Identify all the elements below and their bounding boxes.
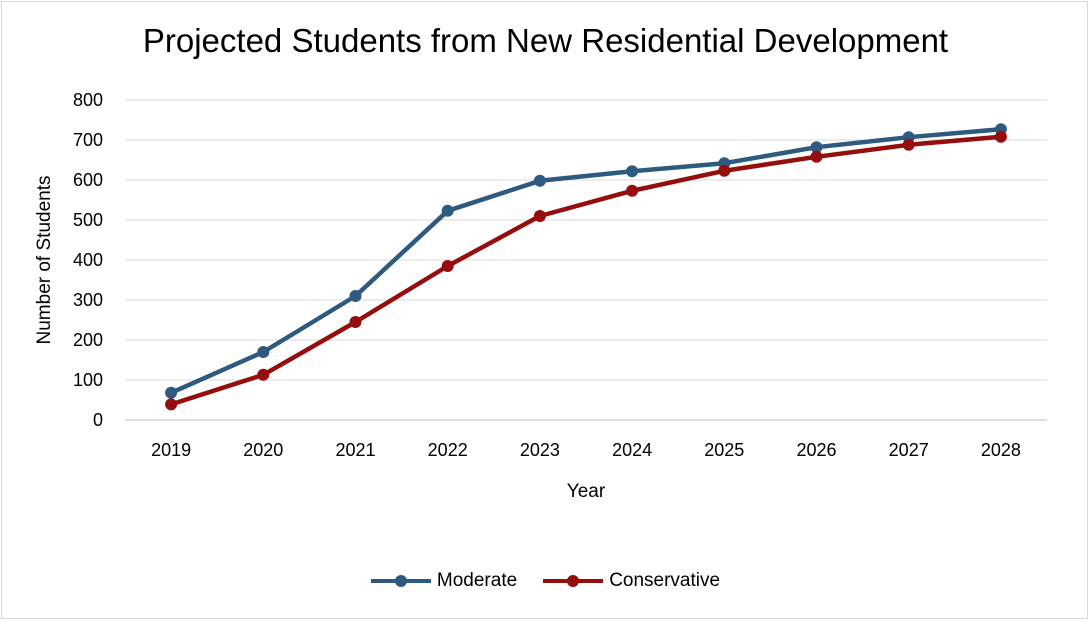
- x-tick-label: 2027: [889, 440, 929, 460]
- y-tick-label: 800: [73, 90, 103, 110]
- y-tick-label: 300: [73, 290, 103, 310]
- y-tick-label: 600: [73, 170, 103, 190]
- x-tick-labels: 2019 2020 2021 2022 2023 2024 2025 2026 2027 2028: [151, 440, 1021, 460]
- legend-item-moderate: Moderate: [370, 570, 518, 592]
- data-point-conservative: [902, 138, 915, 151]
- y-tick-label: 500: [73, 210, 103, 230]
- legend-label-moderate: Moderate: [436, 570, 518, 591]
- series-line-conservative: [170, 134, 1002, 407]
- y-tick-label: 400: [73, 250, 103, 270]
- x-tick-label: 2022: [428, 440, 468, 460]
- data-point-conservative: [441, 260, 454, 272]
- legend-item-conservative: Conservative: [543, 570, 720, 592]
- y-tick-label: 200: [73, 330, 103, 350]
- series-line-moderate: [170, 126, 1002, 395]
- data-point-conservative: [810, 150, 823, 163]
- x-tick-label: 2021: [335, 440, 375, 460]
- x-tick-label: 2026: [796, 440, 836, 460]
- legend-swatch-conservative: [543, 574, 604, 588]
- data-point-conservative: [165, 398, 178, 411]
- series-lines: [165, 123, 1007, 411]
- data-point-conservative: [994, 130, 1007, 143]
- y-axis-title: Number of Students: [34, 176, 55, 345]
- data-point-conservative: [257, 368, 270, 381]
- y-tick-label: 0: [93, 410, 103, 430]
- x-tick-label: 2020: [243, 440, 283, 460]
- legend-label-conservative: Conservative: [609, 570, 721, 591]
- chart-title: Projected Students from New Residential …: [142, 22, 949, 59]
- x-tick-label: 2019: [151, 440, 191, 460]
- data-point-conservative: [626, 184, 639, 197]
- y-tick-label: 100: [73, 370, 103, 390]
- data-point-conservative: [533, 210, 546, 222]
- data-point-moderate: [626, 165, 639, 178]
- data-point-conservative: [718, 164, 731, 177]
- x-axis-title: Year: [567, 481, 606, 502]
- data-point-moderate: [441, 204, 454, 217]
- data-point-conservative: [349, 316, 362, 328]
- x-tick-label: 2025: [704, 440, 744, 460]
- data-point-moderate: [165, 386, 178, 399]
- legend: Moderate Conservative: [0, 570, 1091, 592]
- gridlines: [125, 99, 1047, 421]
- y-tick-label: 700: [73, 130, 103, 150]
- legend-swatch-moderate: [370, 574, 431, 588]
- data-point-moderate: [533, 174, 546, 187]
- data-point-moderate: [349, 290, 362, 302]
- x-tick-label: 2024: [612, 440, 652, 460]
- y-tick-labels: 0 100 200 300 400 500 600 700 800: [73, 90, 103, 430]
- data-point-moderate: [810, 141, 823, 154]
- x-tick-label: 2028: [981, 440, 1021, 460]
- data-point-moderate: [257, 346, 270, 358]
- x-tick-label: 2023: [520, 440, 560, 460]
